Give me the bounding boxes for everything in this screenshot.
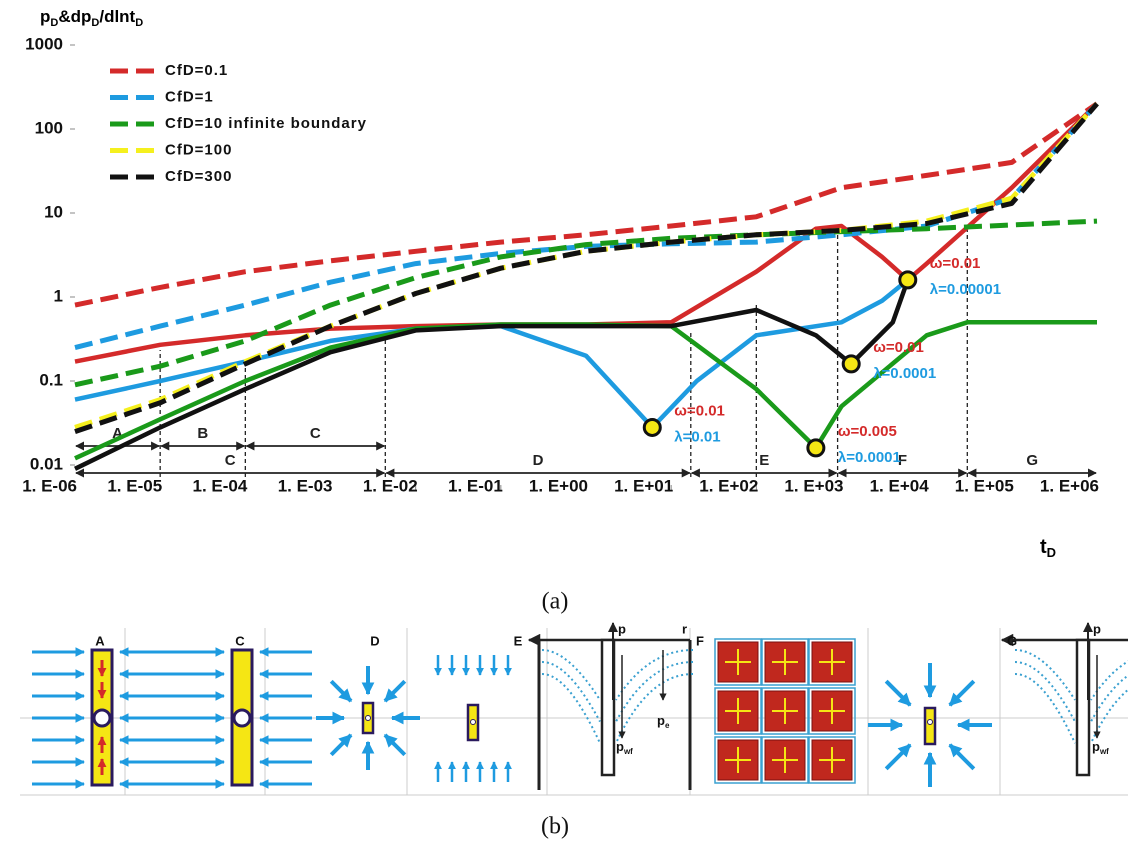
x-tick-label: 1. E+05	[955, 476, 1014, 495]
legend-label: CfD=1	[165, 88, 214, 105]
wellbore	[471, 720, 476, 725]
y-title-part: /dlnt	[99, 7, 135, 26]
region-label: G	[1026, 452, 1038, 469]
x-tick-label: 1. E-06	[22, 476, 77, 495]
point	[843, 356, 859, 372]
y-title-part: p	[40, 7, 50, 26]
y-title-sub: D	[135, 17, 143, 29]
panel-label: G	[1007, 633, 1017, 648]
legend-label: CfD=10 infinite boundary	[165, 115, 367, 132]
panel-label: D	[370, 633, 379, 648]
point-label: ω=0.005	[838, 423, 897, 440]
panel-label: E	[514, 633, 523, 648]
y-title-sub: D	[91, 17, 99, 29]
figure: pD&dpD/dlntD tD (a) (b) 0.010.1110100100…	[0, 0, 1128, 849]
point-label: λ=0.0001	[873, 365, 936, 382]
y-tick-label: 0.01	[30, 454, 63, 473]
point-label: ω=0.01	[674, 402, 725, 419]
x-tick-label: 1. E-05	[107, 476, 162, 495]
point	[808, 440, 824, 456]
y-title-part: &dp	[58, 7, 91, 26]
region-label: B	[197, 425, 208, 442]
legend-label: CfD=100	[165, 141, 232, 158]
point	[644, 419, 660, 435]
y-tick-label: 100	[35, 118, 63, 137]
point-label: λ=0.01	[674, 428, 720, 445]
label-part: p	[616, 739, 624, 754]
y-tick-label: 0.1	[39, 370, 63, 389]
label-sub: wf	[1099, 747, 1109, 756]
y-tick-label: 1	[54, 286, 63, 305]
x-tick-label: 1. E+03	[784, 476, 843, 495]
x-tick-label: 1. E-03	[278, 476, 333, 495]
caption: (a)	[542, 589, 569, 615]
point-label: λ=0.00001	[930, 281, 1001, 298]
axis-label: p	[618, 621, 626, 636]
x-tick-label: 1. E+02	[699, 476, 758, 495]
region-label: D	[533, 452, 544, 469]
label-part: p	[657, 713, 665, 728]
panel-label: C	[235, 633, 245, 648]
point-label: λ=0.0001	[838, 449, 901, 466]
region-label: C	[310, 425, 321, 442]
label-sub: e	[665, 721, 670, 730]
wellbore	[366, 716, 371, 721]
x-tick-label: 1. E-01	[448, 476, 503, 495]
region-label: E	[759, 452, 769, 469]
legend-label: CfD=0.1	[165, 62, 228, 79]
x-tick-label: 1. E+01	[614, 476, 673, 495]
x-tick-label: 1. E+04	[870, 476, 930, 495]
point-label: ω=0.01	[930, 255, 981, 272]
region-label: C	[225, 452, 236, 469]
panel-label: F	[696, 633, 704, 648]
fracture	[925, 708, 935, 744]
panel-label: A	[95, 633, 105, 648]
x-tick-label: 1. E+06	[1040, 476, 1099, 495]
label-part: p	[1092, 739, 1100, 754]
y-title-sub: D	[50, 17, 58, 29]
y-tick-label: 1000	[25, 34, 63, 53]
x-tick-label: 1. E-02	[363, 476, 418, 495]
x-title-sub: D	[1047, 545, 1056, 560]
point	[900, 272, 916, 288]
axis-label: p	[1093, 621, 1101, 636]
wellbore	[928, 720, 933, 725]
legend-label: CfD=300	[165, 168, 232, 185]
y-tick-label: 10	[44, 202, 63, 221]
wellbore	[94, 710, 110, 726]
x-tick-label: 1. E+00	[529, 476, 588, 495]
wellbore	[234, 710, 250, 726]
caption: (b)	[541, 814, 569, 840]
point-label: ω=0.01	[873, 339, 924, 356]
axis-label: r	[682, 621, 687, 636]
label-sub: wf	[623, 747, 633, 756]
x-tick-label: 1. E-04	[193, 476, 248, 495]
